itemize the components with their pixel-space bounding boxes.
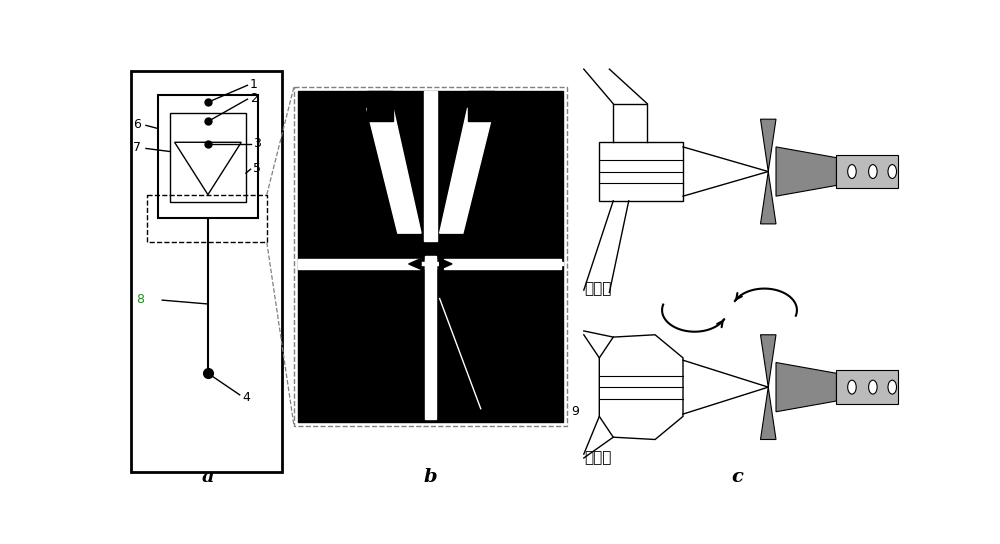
Bar: [294, 87, 567, 425]
Polygon shape: [761, 387, 776, 440]
Text: 2: 2: [250, 92, 258, 105]
Ellipse shape: [869, 380, 877, 394]
Polygon shape: [761, 335, 776, 387]
Text: 8: 8: [136, 293, 144, 306]
Polygon shape: [776, 362, 836, 412]
Text: 7: 7: [133, 141, 141, 154]
Bar: [147, 195, 267, 243]
Text: 9: 9: [571, 405, 579, 418]
Bar: [298, 258, 420, 269]
Ellipse shape: [888, 165, 897, 178]
Polygon shape: [776, 147, 836, 196]
Bar: [836, 154, 898, 188]
Text: 4: 4: [242, 391, 250, 404]
Ellipse shape: [848, 380, 856, 394]
Bar: [158, 95, 258, 218]
Bar: [468, 91, 494, 121]
Ellipse shape: [869, 165, 877, 178]
Bar: [298, 262, 563, 265]
Polygon shape: [367, 108, 421, 233]
Polygon shape: [761, 119, 776, 171]
Bar: [424, 91, 437, 241]
Text: 泵阀开: 泵阀开: [584, 450, 611, 466]
Bar: [131, 71, 282, 472]
Ellipse shape: [848, 165, 856, 178]
Text: 泵阀关: 泵阀关: [584, 281, 611, 296]
Polygon shape: [409, 258, 421, 269]
Bar: [367, 91, 393, 121]
Polygon shape: [440, 108, 494, 233]
Text: 5: 5: [253, 162, 261, 175]
Bar: [298, 91, 563, 422]
Ellipse shape: [888, 380, 897, 394]
Bar: [425, 256, 436, 419]
Bar: [170, 113, 246, 202]
Text: 3: 3: [253, 137, 261, 150]
Bar: [425, 258, 436, 269]
Text: 1: 1: [250, 78, 258, 91]
Text: c: c: [731, 468, 743, 486]
Text: b: b: [424, 468, 437, 486]
Polygon shape: [440, 258, 452, 269]
Text: a: a: [202, 468, 214, 486]
Text: 6: 6: [133, 118, 141, 131]
Bar: [444, 258, 561, 269]
Polygon shape: [761, 171, 776, 224]
Bar: [836, 370, 898, 404]
Bar: [599, 143, 683, 201]
